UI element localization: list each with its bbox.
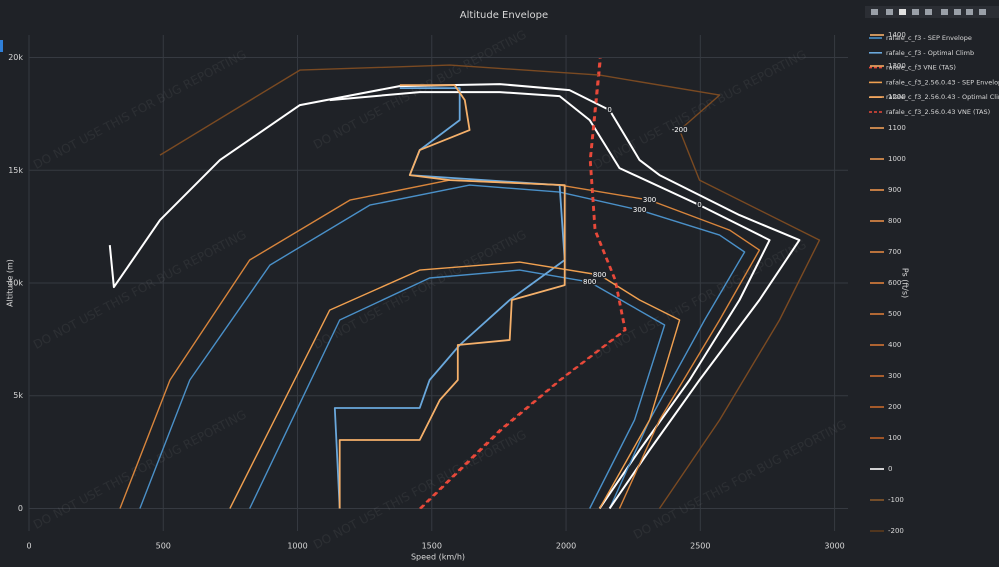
- legend-label: rafale_c_f3 VNE (TAS): [886, 64, 956, 72]
- x-axis-label: Speed (km/h): [411, 553, 465, 562]
- modebar-icon[interactable]: [886, 9, 893, 15]
- modebar-icon[interactable]: [871, 9, 878, 15]
- line: [420, 58, 627, 510]
- contour-label: 800: [593, 271, 606, 279]
- modebar-icon[interactable]: [979, 9, 986, 15]
- legend-label: rafale_c_f3 - SEP Envelope: [886, 34, 972, 42]
- colorbar-title: Ps (ft/s): [901, 268, 910, 298]
- colorbar-tick-label: 300: [888, 372, 901, 380]
- contour-label: -200: [672, 126, 688, 134]
- contour-label: 0: [697, 201, 701, 209]
- modebar-icon[interactable]: [899, 9, 906, 15]
- modebar-icon[interactable]: [925, 9, 932, 15]
- colorbar-tick-label: 0: [888, 465, 892, 473]
- x-tick-label: 2000: [556, 542, 576, 551]
- plot-area: 0 300 800 -200 0 300 800: [108, 58, 821, 510]
- x-tick-label: 1500: [422, 542, 442, 551]
- x-tick-label: 500: [156, 542, 171, 551]
- y-tick-label: 5k: [13, 391, 23, 400]
- y-tick-label: 15k: [8, 166, 23, 175]
- line: [329, 91, 771, 510]
- legend-label: rafale_c_f3_2.56.0.43 - SEP Envelope: [886, 78, 999, 86]
- colorbar-tick-label: 400: [888, 341, 901, 349]
- contour-label: 300: [633, 206, 646, 214]
- legend-label: rafale_c_f3_2.56.0.43 VNE (TAS): [886, 108, 990, 116]
- colorbar-tick-label: 1300: [888, 62, 906, 70]
- colorbar-tick-label: 500: [888, 310, 901, 318]
- chart-title: Altitude Envelope: [460, 10, 548, 21]
- contour-label: 300: [643, 196, 656, 204]
- colorbar-tick-label: 1200: [888, 93, 906, 101]
- modebar-icon[interactable]: [966, 9, 973, 15]
- line: [419, 58, 626, 510]
- line: [338, 84, 566, 509]
- contour-label: 0: [607, 106, 611, 114]
- line: [249, 269, 666, 509]
- legend-label: rafale_c_f3 - Optimal Climb: [886, 49, 974, 57]
- y-tick-label: 20k: [8, 53, 23, 62]
- y-axis-label: Altitude (m): [6, 259, 15, 307]
- colorbar-tick-label: 1100: [888, 124, 906, 132]
- contour-label: 800: [583, 278, 596, 286]
- colorbar-tick-label: 100: [888, 434, 901, 442]
- line: [229, 261, 681, 509]
- x-tick-label: 3000: [824, 542, 844, 551]
- colorbar-tick-label: 1400: [888, 31, 906, 39]
- colorbar-tick-label: 700: [888, 248, 901, 256]
- modebar-icon[interactable]: [912, 9, 919, 15]
- y-tick-label: 0: [18, 504, 23, 513]
- colorbar-tick-label: 900: [888, 186, 901, 194]
- side-marker: [0, 40, 3, 52]
- x-tick-label: 0: [26, 542, 31, 551]
- colorbar-tick-label: 600: [888, 279, 901, 287]
- x-tick-label: 1000: [287, 542, 307, 551]
- legend-label: rafale_c_f3_2.56.0.43 - Optimal Climb: [886, 93, 999, 101]
- y-tick-label: 10k: [8, 279, 23, 288]
- modebar-icon[interactable]: [941, 9, 948, 15]
- line: [108, 83, 801, 510]
- colorbar-tick-label: 800: [888, 217, 901, 225]
- modebar-icon[interactable]: [954, 9, 961, 15]
- colorbar-tick-label: -200: [888, 527, 904, 535]
- x-tick-label: 2500: [690, 542, 710, 551]
- line: [119, 179, 761, 509]
- colorbar-tick-label: 1000: [888, 155, 906, 163]
- line: [159, 64, 821, 509]
- modebar[interactable]: [865, 6, 999, 18]
- colorbar-tick-label: -100: [888, 496, 904, 504]
- line: [139, 184, 746, 509]
- colorbar-tick-label: 200: [888, 403, 901, 411]
